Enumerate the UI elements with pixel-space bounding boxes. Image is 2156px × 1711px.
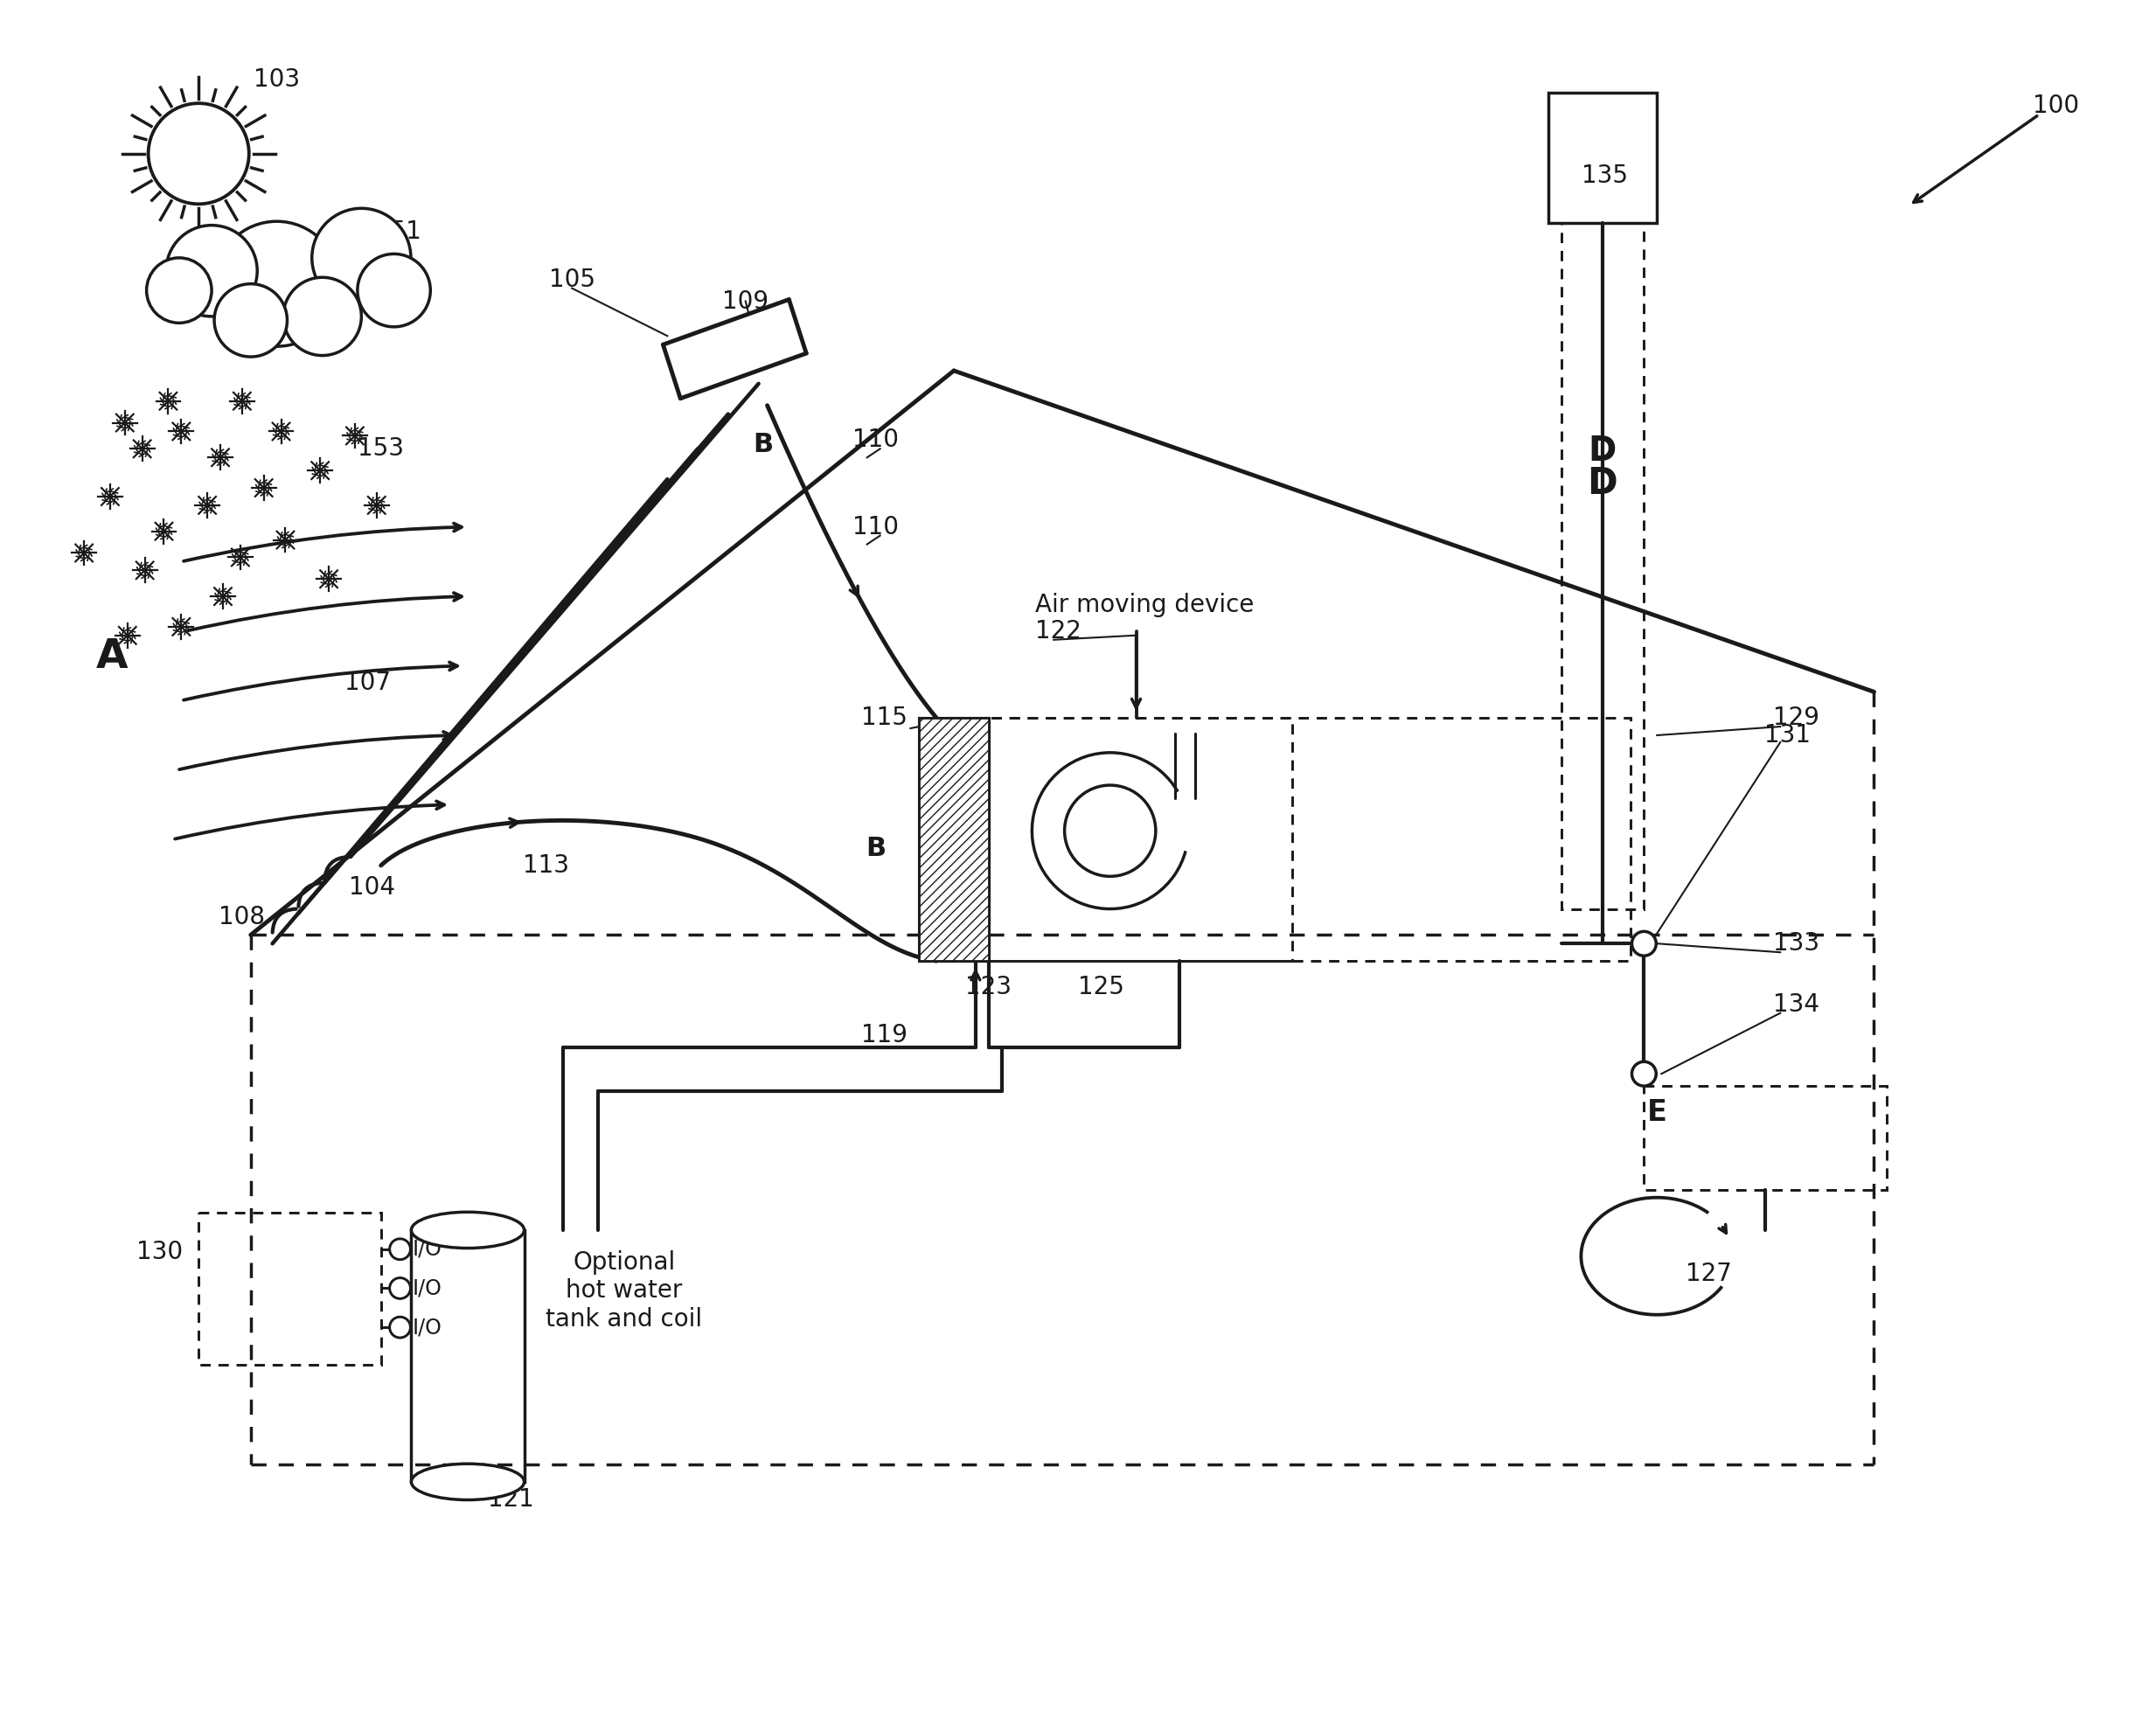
Circle shape bbox=[282, 277, 362, 356]
Ellipse shape bbox=[412, 1211, 524, 1247]
Circle shape bbox=[390, 1317, 410, 1338]
Text: 127: 127 bbox=[1686, 1261, 1731, 1285]
Text: 122: 122 bbox=[1035, 619, 1080, 643]
Bar bbox=[918, 719, 990, 962]
Text: 108: 108 bbox=[220, 905, 265, 929]
Circle shape bbox=[213, 221, 338, 346]
Text: 109: 109 bbox=[722, 289, 770, 313]
Text: 105: 105 bbox=[550, 267, 595, 293]
Ellipse shape bbox=[412, 1465, 524, 1501]
Text: 151: 151 bbox=[375, 219, 420, 245]
Text: Optional
hot water
tank and coil: Optional hot water tank and coil bbox=[545, 1251, 703, 1331]
Bar bbox=[1548, 92, 1658, 222]
Bar bbox=[198, 1213, 382, 1365]
Text: 153: 153 bbox=[358, 436, 403, 460]
Bar bbox=[1561, 222, 1645, 909]
Text: 123: 123 bbox=[966, 975, 1011, 999]
Text: 110: 110 bbox=[852, 515, 899, 539]
Text: D: D bbox=[1589, 435, 1617, 469]
Bar bbox=[412, 1230, 524, 1482]
Text: 129: 129 bbox=[1772, 705, 1820, 731]
Circle shape bbox=[213, 284, 287, 358]
Text: B: B bbox=[865, 835, 886, 861]
Text: 133: 133 bbox=[1772, 931, 1820, 956]
Bar bbox=[918, 719, 1291, 962]
Text: 115: 115 bbox=[860, 705, 908, 731]
Circle shape bbox=[390, 1278, 410, 1299]
Circle shape bbox=[1632, 1061, 1656, 1086]
Text: 113: 113 bbox=[522, 854, 569, 878]
Text: 110: 110 bbox=[852, 428, 899, 452]
Text: B: B bbox=[1095, 821, 1123, 857]
Text: 104: 104 bbox=[349, 874, 395, 900]
Text: I/O: I/O bbox=[412, 1278, 442, 1299]
Text: Air moving device: Air moving device bbox=[1035, 592, 1255, 618]
Circle shape bbox=[1632, 931, 1656, 956]
Text: 130: 130 bbox=[136, 1239, 183, 1264]
Text: 135: 135 bbox=[1583, 163, 1628, 188]
Text: A: A bbox=[95, 638, 127, 678]
Circle shape bbox=[390, 1239, 410, 1259]
Text: E: E bbox=[1647, 1098, 1667, 1128]
Circle shape bbox=[147, 258, 211, 323]
Text: 103: 103 bbox=[254, 68, 300, 92]
Circle shape bbox=[313, 209, 412, 308]
Text: 134: 134 bbox=[1772, 992, 1820, 1016]
Text: 121: 121 bbox=[487, 1487, 535, 1511]
Circle shape bbox=[149, 103, 248, 204]
Bar bbox=[918, 719, 1630, 962]
Text: 107: 107 bbox=[345, 671, 390, 695]
Bar bbox=[1645, 1086, 1886, 1191]
Text: 125: 125 bbox=[1078, 975, 1125, 999]
Circle shape bbox=[358, 253, 431, 327]
Circle shape bbox=[1065, 785, 1156, 876]
Text: C: C bbox=[1100, 816, 1121, 845]
Bar bbox=[918, 719, 990, 962]
Text: B: B bbox=[752, 431, 774, 457]
Text: 119: 119 bbox=[860, 1023, 908, 1047]
Text: 131: 131 bbox=[1764, 724, 1811, 748]
Text: I/O: I/O bbox=[412, 1239, 442, 1259]
Circle shape bbox=[166, 226, 257, 317]
Text: I/O: I/O bbox=[412, 1317, 442, 1338]
Text: D: D bbox=[1587, 465, 1617, 501]
Text: 100: 100 bbox=[2033, 94, 2081, 118]
